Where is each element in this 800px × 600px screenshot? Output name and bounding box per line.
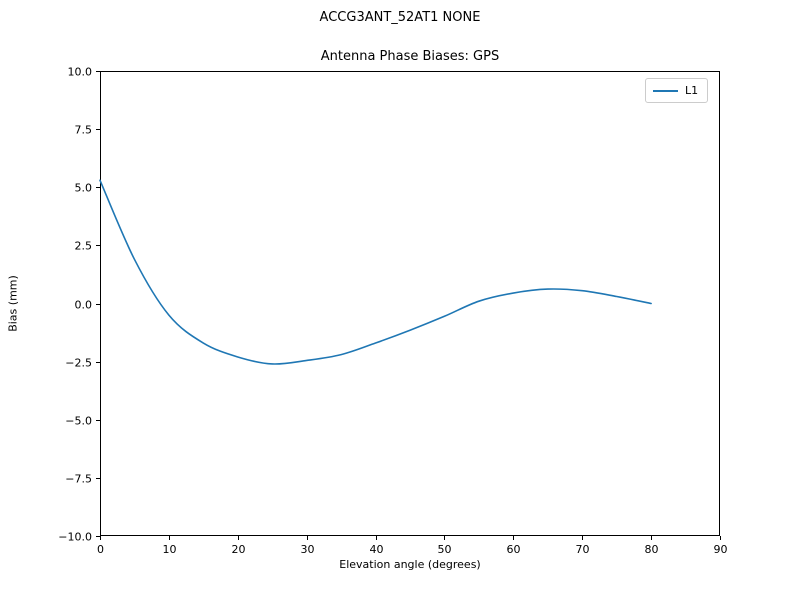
y-tick-label: −7.5 [65,473,92,486]
y-tick-label: 2.5 [75,240,93,253]
axes-spines [100,71,720,536]
x-tick-label: 30 [301,543,315,556]
y-tick-label: 0.0 [75,299,93,312]
x-tick-label: 80 [645,543,659,556]
figure-title: ACCG3ANT_52AT1 NONE [319,10,481,25]
series-line-L1 [99,179,652,365]
y-tick-label: 7.5 [75,124,93,137]
y-tick-label: −10.0 [58,531,92,544]
legend-line-sample [653,89,678,92]
x-tick-label: 70 [576,543,590,556]
y-axis-label: Bias (mm) [6,275,20,332]
axes-title: Antenna Phase Biases: GPS [320,49,500,64]
y-tick-label: 10.0 [68,66,93,79]
x-tick-label: 50 [438,543,452,556]
y-tick-label: 5.0 [75,182,93,195]
y-tick-label: −5.0 [65,415,92,428]
legend-series-label: L1 [685,84,699,97]
y-tick-label: −2.5 [65,357,92,370]
legend: L1 [645,78,709,103]
x-axis-label: Elevation angle (degrees) [339,558,481,571]
x-tick-label: 40 [370,543,384,556]
x-tick-label: 60 [507,543,521,556]
x-tick-label: 20 [232,543,246,556]
x-tick-label: 0 [97,543,104,556]
x-tick-label: 90 [714,543,728,556]
x-tick-label: 10 [163,543,177,556]
